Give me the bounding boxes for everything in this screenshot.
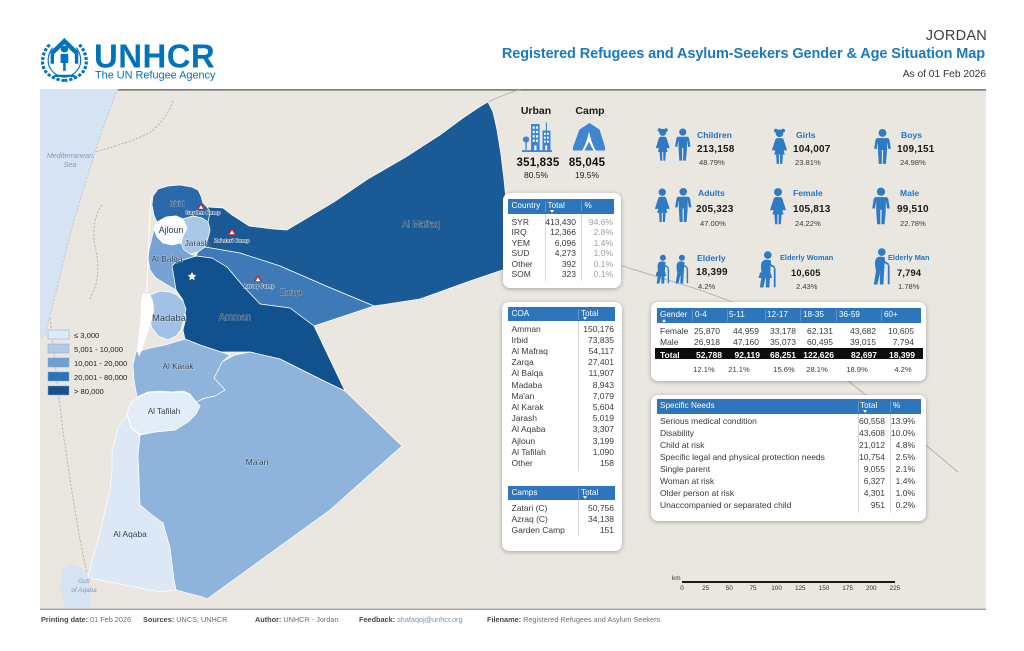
svg-text:Al Balqa: Al Balqa: [151, 254, 183, 264]
svg-text:20,001 - 80,000: 20,001 - 80,000: [74, 373, 127, 382]
svg-text:Jarash: Jarash: [185, 239, 210, 248]
svg-text:Al Karak: Al Karak: [163, 362, 195, 371]
svg-text:of Aqaba: of Aqaba: [71, 587, 97, 594]
svg-text:Mediterranean: Mediterranean: [47, 151, 93, 160]
svg-text:Zarqa: Zarqa: [280, 288, 302, 297]
svg-text:Amman: Amman: [219, 311, 251, 322]
svg-text:Al Mafraq: Al Mafraq: [402, 219, 440, 229]
svg-text:Al Aqaba: Al Aqaba: [113, 529, 147, 539]
svg-text:UNHCR: UNHCR: [94, 38, 215, 75]
svg-text:Ajloun: Ajloun: [159, 225, 184, 235]
svg-text:Garden Camp: Garden Camp: [185, 211, 221, 217]
svg-text:Ma'an: Ma'an: [246, 457, 269, 467]
svg-text:Irbid: Irbid: [170, 199, 185, 208]
svg-text:Al Tafilah: Al Tafilah: [148, 407, 180, 416]
svg-text:Azraq Camp: Azraq Camp: [243, 284, 275, 290]
svg-text:The UN Refugee Agency: The UN Refugee Agency: [95, 70, 216, 82]
svg-text:10,001 - 20,000: 10,001 - 20,000: [74, 359, 127, 368]
svg-text:Sea: Sea: [64, 160, 77, 169]
svg-text:> 80,000: > 80,000: [74, 387, 104, 396]
svg-text:5,001 - 10,000: 5,001 - 10,000: [74, 345, 123, 354]
svg-text:Gulf: Gulf: [78, 578, 91, 585]
svg-text:Madaba: Madaba: [152, 312, 187, 323]
svg-text:≤ 3,000: ≤ 3,000: [74, 331, 99, 340]
svg-text:Za'atari Camp: Za'atari Camp: [214, 239, 250, 245]
